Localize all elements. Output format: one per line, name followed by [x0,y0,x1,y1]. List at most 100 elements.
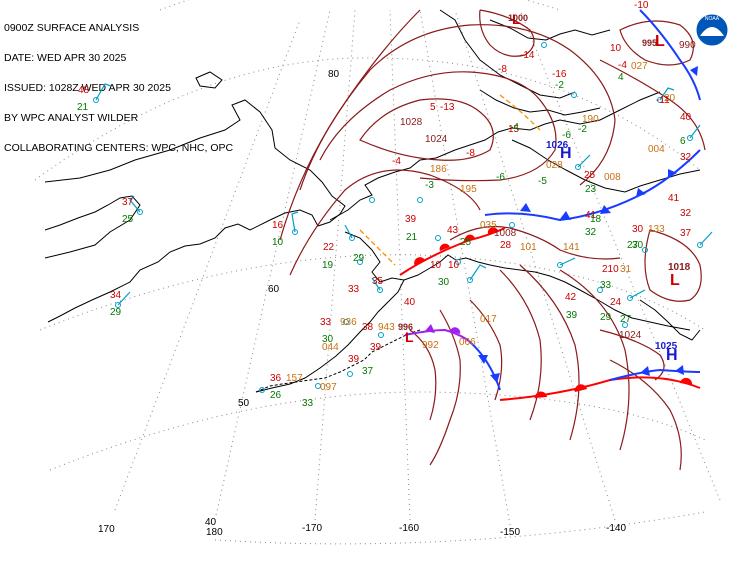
station-circle [622,322,628,328]
station-value: -14 [520,50,535,61]
isobar-north-1000 [599,59,706,151]
low-center-symbol: L [655,33,665,50]
station-value: 41 [585,210,597,221]
header-title: 0900Z SURFACE ANALYSIS [4,22,140,34]
station-circle [377,287,383,293]
isobar-labels: 1028 1024 1008 1024 990 [400,40,696,341]
lon-label-m150: -150 [500,527,520,538]
station-value: 10 [272,237,284,248]
cold-front-triangle [490,373,500,383]
station-value: 18 [590,214,602,225]
isobar-1000 [429,309,461,466]
station-value: -6 [496,172,505,183]
station-value: 39 [370,342,382,353]
coast-kamchatka [47,219,271,323]
station-circle [687,135,693,141]
station-circle [642,247,648,253]
station-value: 008 [604,172,621,183]
cold-front-triangle [690,66,698,76]
station-circle [575,164,581,170]
station-value: 133 [648,224,665,235]
warm-front-semicircle [414,257,425,266]
station-value: 101 [520,242,537,253]
low-center-symbol: L [512,11,521,27]
wind-barb [291,211,299,233]
station-value: 42 [565,292,577,303]
station-circle [697,242,703,248]
low-center-value: 995 [642,38,657,48]
station-value: 31 [620,264,632,275]
station-value: -5 [538,176,547,187]
isobar-1018 [644,229,702,302]
station-value: -2 [555,80,564,91]
station-value: 29 [600,312,612,323]
station-value: 39 [566,310,578,321]
wind-barb [95,83,112,101]
station-circle [455,259,461,265]
station-value: 157 [286,373,303,384]
station-value: 035 [480,220,497,231]
station-circle [378,332,384,338]
station-value: 028 [546,160,563,171]
isobar-1012 [289,169,481,276]
svg-text:NOAA: NOAA [705,16,720,22]
coast-alaska-west [329,127,513,221]
coast-canada-islands-2 [489,19,611,41]
coast-alaska-south [403,254,691,331]
station-value: -4 [392,156,401,167]
cold-front-triangle [600,205,611,214]
station-value: 30 [632,240,644,251]
coast-wrangel [195,71,223,89]
station-value: 27 [620,314,632,325]
station-value: 24 [610,297,622,308]
station-circle [115,302,121,308]
high-center-symbol: H [666,347,678,364]
lat-label-60: 60 [268,284,280,295]
header-issued: ISSUED: 1028Z WED APR 30 2025 [4,82,171,94]
station-value: 35 [372,276,384,287]
lat-circle-60 [39,254,706,331]
station-value: 37 [122,197,134,208]
low-center-symbol: L [670,272,680,289]
coast-siberia-north [44,99,346,227]
isobar-nw-low [479,9,535,57]
station-value: 936 [340,317,357,328]
station-value: 32 [680,152,692,163]
station-value: 30 [322,334,334,345]
station-value: 30 [632,224,644,235]
station-value: 39 [348,354,360,365]
trough-2 [359,229,396,266]
cold-front-triangle [668,169,677,178]
lon-label-180: 180 [206,527,223,538]
station-value: -6 [562,130,571,141]
wind-barb [659,87,675,101]
lon-line-m140 [454,9,616,521]
isobar-label: 1024 [425,134,448,145]
station-circle [557,262,563,268]
station-value: 943 [378,322,395,333]
station-value: 044 [322,342,339,353]
station-value: -10 [634,0,649,11]
isobar-996 [409,329,437,421]
station-value: 027 [631,61,648,72]
station-value: 017 [480,314,497,325]
station-value: -13 [440,102,455,113]
station-value: 37 [362,366,374,377]
high-center-value: 1025 [655,341,678,352]
station-value: 40 [680,112,692,123]
lon-line-180 [214,9,331,521]
occluded-front-symbol [425,324,435,333]
warm-front-semicircle [439,243,450,251]
station-value: 20 [664,93,676,104]
lat-circle-50 [49,391,706,471]
station-value: 30 [438,277,450,288]
isobar-1020 [299,24,616,191]
station-value: 28 [500,240,512,251]
station-value: 21 [406,232,418,243]
isobars [279,9,706,471]
station-values: 48 21 37 25 34 29 16 10 19 29 33 35 33 30 936 38 943 39 99… [77,0,692,409]
station-value: 21 [77,102,89,113]
low-center-value: 996 [398,322,413,332]
isobar-east-3 [559,269,630,451]
